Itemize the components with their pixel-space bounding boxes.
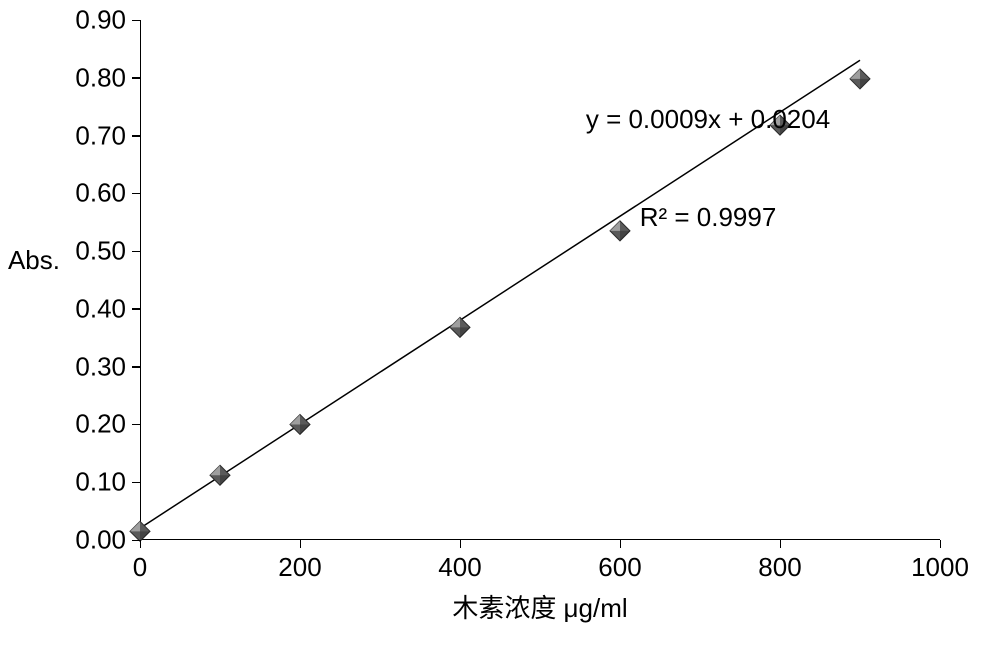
y-tick-mark <box>132 77 140 79</box>
y-tick-label: 0.50 <box>75 236 126 267</box>
y-tick-mark <box>132 20 140 22</box>
x-tick-label: 1000 <box>911 552 969 583</box>
y-tick-label: 0.10 <box>75 467 126 498</box>
x-tick-label: 800 <box>758 552 801 583</box>
y-tick-label: 0.00 <box>75 525 126 556</box>
y-tick-label: 0.80 <box>75 62 126 93</box>
x-tick-mark <box>940 540 942 548</box>
y-tick-label: 0.20 <box>75 409 126 440</box>
data-marker <box>210 465 230 485</box>
y-tick-label: 0.40 <box>75 293 126 324</box>
annotation-equation: y = 0.0009x + 0.0204 <box>548 103 868 136</box>
x-axis-title: 木素浓度 μg/ml <box>140 588 940 625</box>
annotation-r2: R² = 0.9997 <box>548 201 868 234</box>
y-tick-mark <box>132 482 140 484</box>
y-tick-label: 0.90 <box>75 5 126 36</box>
y-tick-mark <box>132 366 140 368</box>
x-tick-mark <box>300 540 302 548</box>
y-tick-mark <box>132 251 140 253</box>
data-marker <box>290 414 310 434</box>
y-tick-mark <box>132 135 140 137</box>
chart-container: Abs. 木素浓度 μg/ml y = 0.0009x + 0.0204 R² … <box>0 0 1000 649</box>
x-tick-mark <box>620 540 622 548</box>
y-axis-title: Abs. <box>0 245 60 276</box>
x-tick-mark <box>140 540 142 548</box>
x-tick-label: 600 <box>598 552 641 583</box>
trendline-annotation: y = 0.0009x + 0.0204 R² = 0.9997 <box>548 38 868 298</box>
x-tick-label: 200 <box>278 552 321 583</box>
y-tick-mark <box>132 193 140 195</box>
x-tick-label: 0 <box>133 552 147 583</box>
x-tick-label: 400 <box>438 552 481 583</box>
y-tick-label: 0.70 <box>75 120 126 151</box>
y-tick-label: 0.30 <box>75 351 126 382</box>
x-tick-mark <box>460 540 462 548</box>
y-tick-mark <box>132 424 140 426</box>
y-tick-mark <box>132 308 140 310</box>
y-tick-label: 0.60 <box>75 178 126 209</box>
data-marker <box>450 317 470 337</box>
x-tick-mark <box>780 540 782 548</box>
